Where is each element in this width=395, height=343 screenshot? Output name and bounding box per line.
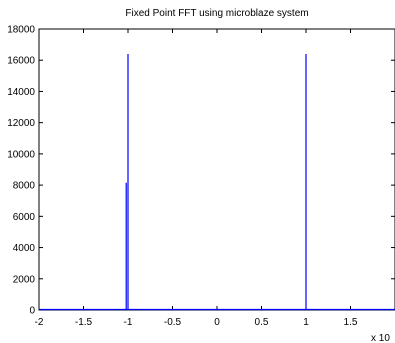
x-tick-label: 1 <box>303 317 309 328</box>
x-exponent-label: x 10 <box>371 333 390 343</box>
x-tick-label: -0.5 <box>164 317 182 328</box>
plot-area <box>38 28 395 311</box>
y-tick-label: 12000 <box>7 118 35 129</box>
y-tick-label: 14000 <box>7 87 35 98</box>
y-tick-label: 4000 <box>13 243 36 254</box>
y-tick-label: 0 <box>29 306 35 317</box>
x-tick-label: -2 <box>35 317 44 328</box>
y-tick-label: 2000 <box>13 274 36 285</box>
x-tick-label: 0 <box>214 317 220 328</box>
series-line <box>39 53 395 311</box>
y-tick-label: 18000 <box>7 25 35 36</box>
series-group <box>39 53 395 311</box>
chart-title: Fixed Point FFT using microblaze system <box>125 8 308 19</box>
x-tick-label: -1 <box>124 317 133 328</box>
y-tick-label: 16000 <box>7 56 35 67</box>
y-tick-label: 10000 <box>7 149 35 160</box>
x-tick-label: 1.5 <box>344 317 358 328</box>
y-axis: 0 2000 4000 6000 8000 10000 12000 14000 16000 180… <box>7 25 395 317</box>
y-tick-label: 8000 <box>13 181 36 192</box>
x-tick-label: -1.5 <box>75 317 93 328</box>
y-tick-label: 6000 <box>13 212 36 223</box>
x-tick-label: 0.5 <box>255 317 269 328</box>
